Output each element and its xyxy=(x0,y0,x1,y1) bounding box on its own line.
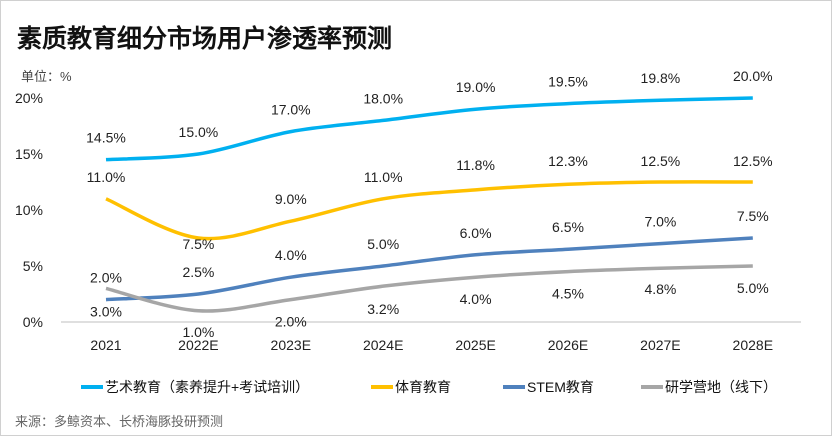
data-label: 12.5% xyxy=(641,153,681,169)
x-tick-label: 2022E xyxy=(178,337,218,353)
data-label: 2.0% xyxy=(275,314,307,330)
chart-title: 素质教育细分市场用户渗透率预测 xyxy=(17,24,393,53)
data-label: 4.8% xyxy=(644,281,676,297)
data-label: 5.0% xyxy=(737,280,769,296)
series-line xyxy=(105,96,753,162)
x-tick-label: 2025E xyxy=(455,337,495,353)
legend-label: 体育教育 xyxy=(395,379,451,395)
x-tick-label: 2021 xyxy=(90,337,121,353)
data-label: 4.0% xyxy=(460,291,492,307)
data-label: 4.0% xyxy=(275,247,307,263)
data-label: 19.5% xyxy=(548,74,588,90)
data-label: 17.0% xyxy=(271,102,311,118)
data-label: 7.5% xyxy=(182,236,214,252)
y-tick-label: 10% xyxy=(15,202,43,218)
y-tick-label: 15% xyxy=(15,146,43,162)
x-tick-label: 2023E xyxy=(271,337,311,353)
data-label: 2.5% xyxy=(182,264,214,280)
data-label: 7.5% xyxy=(737,208,769,224)
data-label: 5.0% xyxy=(367,236,399,252)
y-tick-label: 5% xyxy=(23,258,43,274)
y-tick-label: 0% xyxy=(23,314,43,330)
data-label: 11.0% xyxy=(87,169,126,185)
data-label: 19.8% xyxy=(641,70,681,86)
data-label: 18.0% xyxy=(363,90,403,106)
line-chart: 单位：% 0% 5% 10% 15% 20% 2021 2022E 2023E 2024E 2025… xyxy=(15,68,801,395)
data-label: 11.8% xyxy=(456,157,495,173)
data-label: 4.5% xyxy=(552,286,584,302)
data-label: 15.0% xyxy=(179,124,219,140)
data-label: 19.0% xyxy=(456,79,496,95)
data-label: 12.3% xyxy=(548,153,588,169)
data-label: 6.5% xyxy=(552,219,584,235)
y-tick-label: 20% xyxy=(15,90,43,106)
data-label: 14.5% xyxy=(86,130,126,146)
data-label: 2.0% xyxy=(90,270,122,286)
series-line xyxy=(105,236,753,302)
data-label: 12.5% xyxy=(733,153,773,169)
data-label: 11.0% xyxy=(364,169,403,185)
source-note: 来源：多鲸资本、长桥海豚投研预测 xyxy=(15,415,224,430)
x-tick-label: 2028E xyxy=(733,337,773,353)
legend-label: 研学营地（线下） xyxy=(665,379,777,395)
data-label: 20.0% xyxy=(733,68,773,84)
data-label: 3.0% xyxy=(90,303,122,319)
data-label: 6.0% xyxy=(460,225,492,241)
x-tick-label: 2026E xyxy=(548,337,588,353)
series-line xyxy=(105,180,753,241)
x-tick-label: 2024E xyxy=(363,337,403,353)
data-label: 3.2% xyxy=(367,301,399,317)
legend-label: STEM教育 xyxy=(527,379,594,395)
data-label: 1.0% xyxy=(182,324,214,340)
legend-label: 艺术教育（素养提升+考试培训） xyxy=(105,379,309,395)
x-tick-label: 2027E xyxy=(640,337,680,353)
series-line xyxy=(105,264,753,313)
data-label: 7.0% xyxy=(644,214,676,230)
unit-label: 单位：% xyxy=(21,69,72,84)
data-label: 9.0% xyxy=(275,191,307,207)
